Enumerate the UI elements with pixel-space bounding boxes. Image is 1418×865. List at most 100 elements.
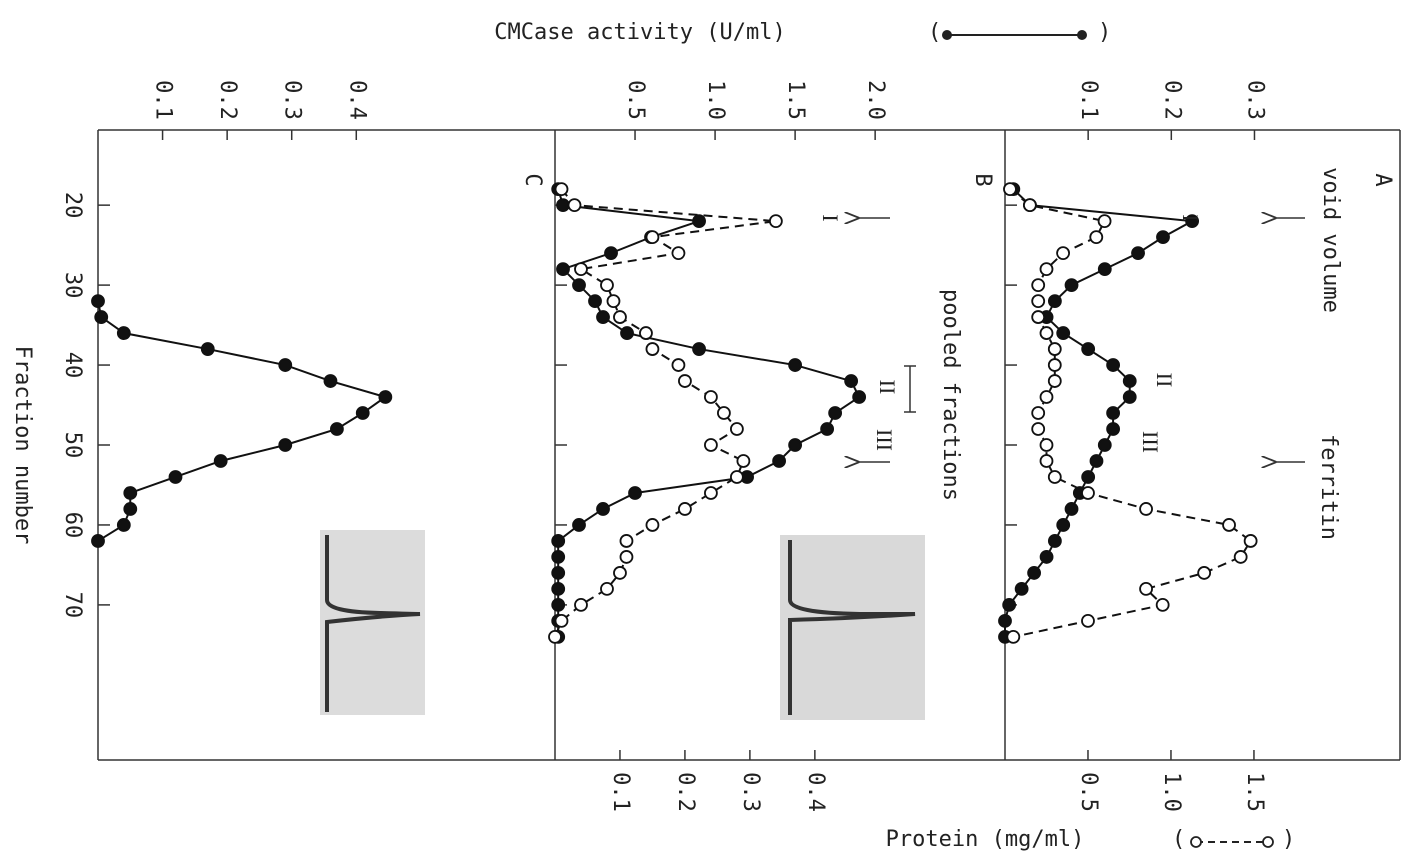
data-point <box>731 423 743 435</box>
y2-tick-label: 0.5 <box>1076 772 1101 812</box>
data-point <box>773 455 785 467</box>
data-point <box>672 359 684 371</box>
data-point <box>607 295 619 307</box>
y-tick-label: 2.0 <box>863 80 888 120</box>
data-point <box>1082 487 1094 499</box>
data-point <box>1124 391 1136 403</box>
data-point <box>1049 295 1061 307</box>
y-tick-label: 1.5 <box>783 80 808 120</box>
data-point <box>1090 231 1102 243</box>
data-point <box>1235 551 1247 563</box>
x-tick-label: 50 <box>60 432 85 459</box>
y-tick-label: 0.3 <box>1242 80 1267 120</box>
y2-tick-label: 0.2 <box>673 772 698 812</box>
data-point <box>829 407 841 419</box>
data-point <box>789 359 801 371</box>
data-point <box>1066 279 1078 291</box>
x-tick-label: 60 <box>60 512 85 539</box>
data-point <box>1157 231 1169 243</box>
data-point <box>1057 327 1069 339</box>
activity-axis-label: CMCase activity (U/ml) <box>494 20 785 45</box>
data-point <box>605 247 617 259</box>
paren: ( <box>928 20 941 45</box>
panel-label: C <box>520 173 545 186</box>
data-point <box>853 391 865 403</box>
data-point <box>1132 247 1144 259</box>
paren: ( <box>1172 827 1185 852</box>
data-point <box>679 375 691 387</box>
y2-tick-label: 0.4 <box>803 772 828 812</box>
data-point <box>573 279 585 291</box>
data-point <box>118 519 130 531</box>
data-point <box>1016 583 1028 595</box>
annotation: void volume <box>1318 167 1343 313</box>
data-point <box>169 471 181 483</box>
data-point <box>1028 567 1040 579</box>
data-point <box>1049 535 1061 547</box>
data-point <box>718 407 730 419</box>
data-point <box>1007 631 1019 643</box>
data-point <box>646 519 658 531</box>
data-point <box>1066 503 1078 515</box>
data-point <box>379 391 391 403</box>
data-point <box>552 551 564 563</box>
data-point <box>1107 423 1119 435</box>
activity-legend: ( ) <box>928 20 1111 45</box>
data-point <box>601 583 613 595</box>
data-point <box>1040 455 1052 467</box>
data-point <box>597 503 609 515</box>
data-point <box>672 247 684 259</box>
data-point <box>1040 263 1052 275</box>
data-point <box>1140 583 1152 595</box>
series-line <box>555 189 776 637</box>
data-point <box>1049 375 1061 387</box>
data-point <box>789 439 801 451</box>
data-point <box>693 343 705 355</box>
data-point <box>124 487 136 499</box>
data-point <box>1082 471 1094 483</box>
data-point <box>1082 343 1094 355</box>
annotation: ferritin <box>1316 434 1341 540</box>
data-point <box>575 599 587 611</box>
panel-label: A <box>1370 173 1395 186</box>
figure: CMCase activity (U/ml) ( ) Protein (mg/m… <box>0 0 1418 865</box>
pooled-bracket <box>904 366 916 412</box>
series-line <box>98 301 385 541</box>
data-point <box>1004 183 1016 195</box>
y2-tick-label: 1.0 <box>1159 772 1184 812</box>
data-point <box>1099 439 1111 451</box>
data-point <box>1049 359 1061 371</box>
x-tick-label: 40 <box>60 352 85 379</box>
data-point <box>1107 359 1119 371</box>
annotation: II <box>1152 373 1177 388</box>
annotation: I <box>1178 214 1203 221</box>
data-point <box>1049 471 1061 483</box>
data-point <box>549 631 561 643</box>
data-point <box>215 455 227 467</box>
data-point <box>1140 503 1152 515</box>
data-point <box>1032 423 1044 435</box>
data-point <box>1040 391 1052 403</box>
data-point <box>555 615 567 627</box>
data-point <box>557 263 569 275</box>
data-point <box>614 311 626 323</box>
annotation: pooled fractions <box>938 289 963 501</box>
data-point <box>1198 567 1210 579</box>
data-point <box>331 423 343 435</box>
data-point <box>202 343 214 355</box>
data-point <box>1049 343 1061 355</box>
data-point <box>1032 279 1044 291</box>
data-point <box>324 375 336 387</box>
data-point <box>124 503 136 515</box>
y2-tick-label: 0.3 <box>738 772 763 812</box>
y-tick-label: 0.1 <box>1076 80 1101 120</box>
data-point <box>552 535 564 547</box>
data-point <box>575 263 587 275</box>
data-point <box>679 503 691 515</box>
annotation: III <box>872 429 897 451</box>
data-point <box>646 343 658 355</box>
data-point <box>1245 535 1257 547</box>
annotation: II <box>875 380 900 395</box>
data-point <box>737 455 749 467</box>
data-point <box>1032 407 1044 419</box>
